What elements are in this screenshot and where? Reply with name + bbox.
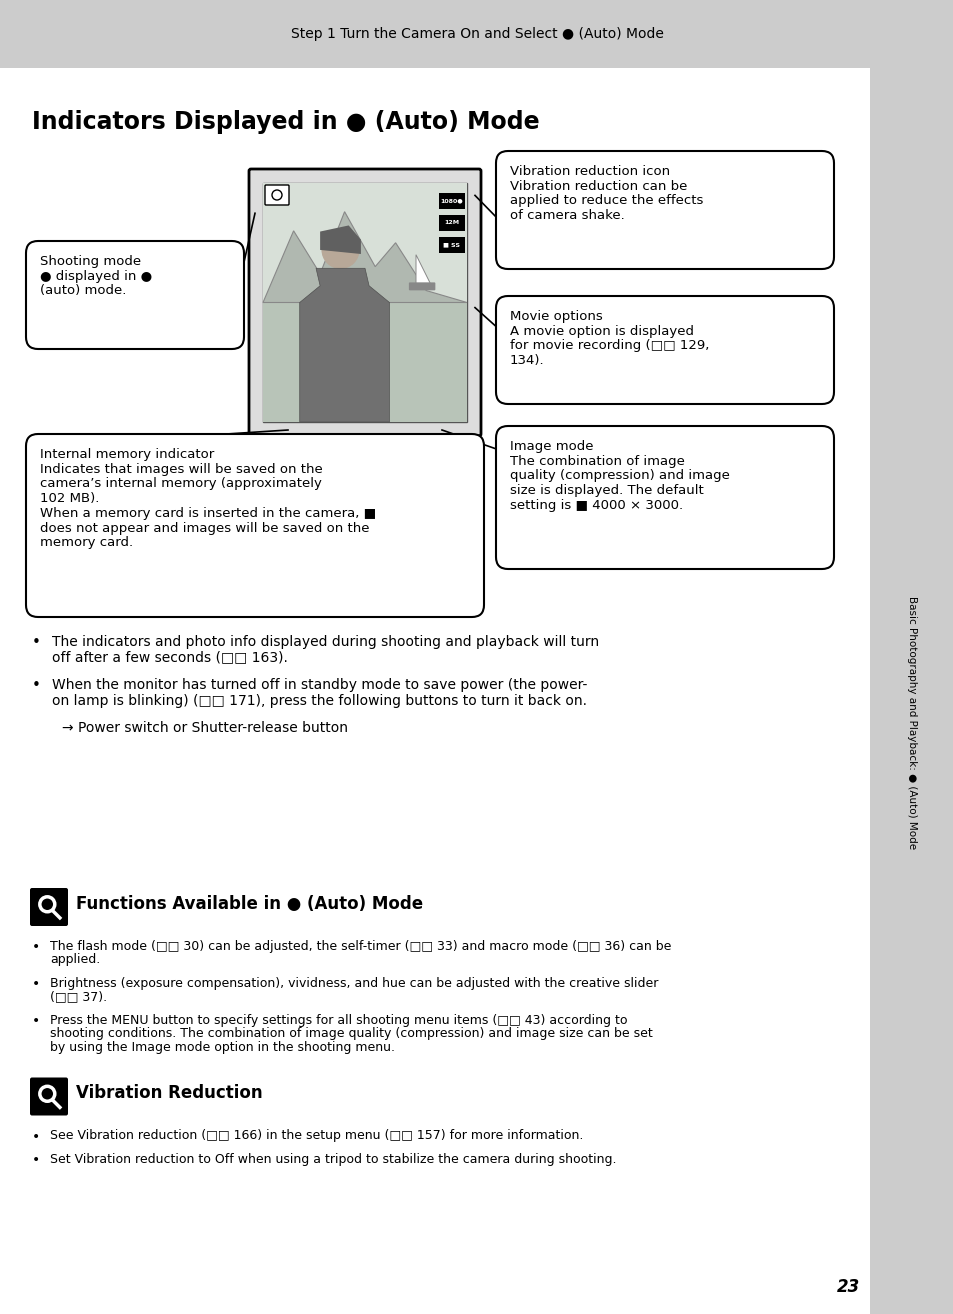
Text: Step 1 Turn the Camera On and Select ● (Auto) Mode: Step 1 Turn the Camera On and Select ● (… bbox=[291, 28, 662, 41]
Text: Indicates that images will be saved on the: Indicates that images will be saved on t… bbox=[40, 463, 322, 476]
Text: 23: 23 bbox=[836, 1279, 859, 1296]
Text: ● displayed in ●: ● displayed in ● bbox=[40, 269, 152, 283]
Text: quality (compression) and image: quality (compression) and image bbox=[510, 469, 729, 482]
Circle shape bbox=[322, 231, 358, 268]
Text: •: • bbox=[32, 1014, 40, 1028]
Text: Image mode: Image mode bbox=[510, 440, 593, 453]
Text: Vibration reduction icon: Vibration reduction icon bbox=[510, 166, 669, 177]
Text: size is displayed. The default: size is displayed. The default bbox=[510, 484, 703, 497]
Polygon shape bbox=[299, 268, 389, 422]
Text: When a memory card is inserted in the camera, ■: When a memory card is inserted in the ca… bbox=[40, 507, 375, 520]
Text: of camera shake.: of camera shake. bbox=[510, 209, 624, 222]
Text: on lamp is blinking) (□□ 171), press the following buttons to turn it back on.: on lamp is blinking) (□□ 171), press the… bbox=[52, 694, 586, 707]
Text: Functions Available in ● (Auto) Mode: Functions Available in ● (Auto) Mode bbox=[76, 895, 423, 913]
FancyBboxPatch shape bbox=[26, 240, 244, 350]
Polygon shape bbox=[416, 255, 430, 284]
Text: Indicators Displayed in ● (Auto) Mode: Indicators Displayed in ● (Auto) Mode bbox=[32, 110, 539, 134]
Text: 134).: 134). bbox=[510, 355, 544, 367]
Text: 1080●: 1080● bbox=[440, 198, 463, 204]
FancyBboxPatch shape bbox=[249, 170, 480, 436]
Bar bbox=[438, 215, 464, 231]
Text: applied to reduce the effects: applied to reduce the effects bbox=[510, 194, 702, 208]
Bar bbox=[263, 302, 467, 422]
Text: •: • bbox=[32, 635, 41, 650]
Polygon shape bbox=[263, 212, 467, 302]
Polygon shape bbox=[320, 226, 360, 254]
Text: off after a few seconds (□□ 163).: off after a few seconds (□□ 163). bbox=[52, 650, 288, 665]
Text: setting is ■ 4000 × 3000.: setting is ■ 4000 × 3000. bbox=[510, 499, 682, 512]
Text: does not appear and images will be saved on the: does not appear and images will be saved… bbox=[40, 522, 369, 535]
FancyBboxPatch shape bbox=[496, 151, 833, 269]
Text: (auto) mode.: (auto) mode. bbox=[40, 284, 126, 297]
Text: See Vibration reduction (□□ 166) in the setup menu (□□ 157) for more information: See Vibration reduction (□□ 166) in the … bbox=[50, 1130, 583, 1142]
Text: •: • bbox=[32, 1130, 40, 1143]
Bar bbox=[0, 0, 953, 68]
Bar bbox=[869, 68, 953, 1314]
Text: •: • bbox=[32, 678, 41, 692]
FancyBboxPatch shape bbox=[30, 1077, 68, 1116]
Bar bbox=[263, 183, 467, 302]
Text: applied.: applied. bbox=[50, 954, 100, 967]
Text: Press the MENU button to specify settings for all shooting menu items (□□ 43) ac: Press the MENU button to specify setting… bbox=[50, 1014, 627, 1028]
Text: •: • bbox=[32, 978, 40, 991]
FancyBboxPatch shape bbox=[496, 296, 833, 403]
Text: •: • bbox=[32, 940, 40, 954]
FancyBboxPatch shape bbox=[30, 888, 68, 926]
Text: •: • bbox=[32, 1152, 40, 1167]
Text: Brightness (exposure compensation), vividness, and hue can be adjusted with the : Brightness (exposure compensation), vivi… bbox=[50, 978, 658, 989]
Text: memory card.: memory card. bbox=[40, 536, 133, 549]
Text: shooting conditions. The combination of image quality (compression) and image si: shooting conditions. The combination of … bbox=[50, 1028, 652, 1041]
FancyBboxPatch shape bbox=[265, 185, 289, 205]
Text: The flash mode (□□ 30) can be adjusted, the self-timer (□□ 33) and macro mode (□: The flash mode (□□ 30) can be adjusted, … bbox=[50, 940, 671, 953]
Text: 12M: 12M bbox=[444, 221, 459, 226]
FancyBboxPatch shape bbox=[496, 426, 833, 569]
FancyBboxPatch shape bbox=[26, 434, 483, 618]
Text: Vibration reduction can be: Vibration reduction can be bbox=[510, 180, 687, 193]
Text: Shooting mode: Shooting mode bbox=[40, 255, 141, 268]
Text: Internal memory indicator: Internal memory indicator bbox=[40, 448, 214, 461]
Text: Basic Photography and Playback: ● (Auto) Mode: Basic Photography and Playback: ● (Auto)… bbox=[906, 597, 916, 849]
Text: When the monitor has turned off in standby mode to save power (the power-: When the monitor has turned off in stand… bbox=[52, 678, 587, 692]
Text: → Power switch or Shutter-release button: → Power switch or Shutter-release button bbox=[62, 721, 348, 735]
Text: by using the Image mode option in the shooting menu.: by using the Image mode option in the sh… bbox=[50, 1041, 395, 1054]
Text: 102 MB).: 102 MB). bbox=[40, 493, 99, 505]
FancyBboxPatch shape bbox=[409, 283, 435, 290]
Text: Vibration Reduction: Vibration Reduction bbox=[76, 1084, 262, 1102]
Bar bbox=[263, 183, 467, 422]
Text: ■ SS: ■ SS bbox=[443, 243, 460, 247]
Text: A movie option is displayed: A movie option is displayed bbox=[510, 325, 693, 338]
Text: for movie recording (□□ 129,: for movie recording (□□ 129, bbox=[510, 339, 709, 352]
Text: (□□ 37).: (□□ 37). bbox=[50, 991, 107, 1004]
Bar bbox=[438, 237, 464, 254]
Bar bbox=[438, 193, 464, 209]
Text: camera’s internal memory (approximately: camera’s internal memory (approximately bbox=[40, 477, 321, 490]
Text: Movie options: Movie options bbox=[510, 310, 602, 323]
Text: The indicators and photo info displayed during shooting and playback will turn: The indicators and photo info displayed … bbox=[52, 635, 598, 649]
Text: The combination of image: The combination of image bbox=[510, 455, 684, 468]
Text: Set Vibration reduction to Off when using a tripod to stabilize the camera durin: Set Vibration reduction to Off when usin… bbox=[50, 1152, 616, 1166]
